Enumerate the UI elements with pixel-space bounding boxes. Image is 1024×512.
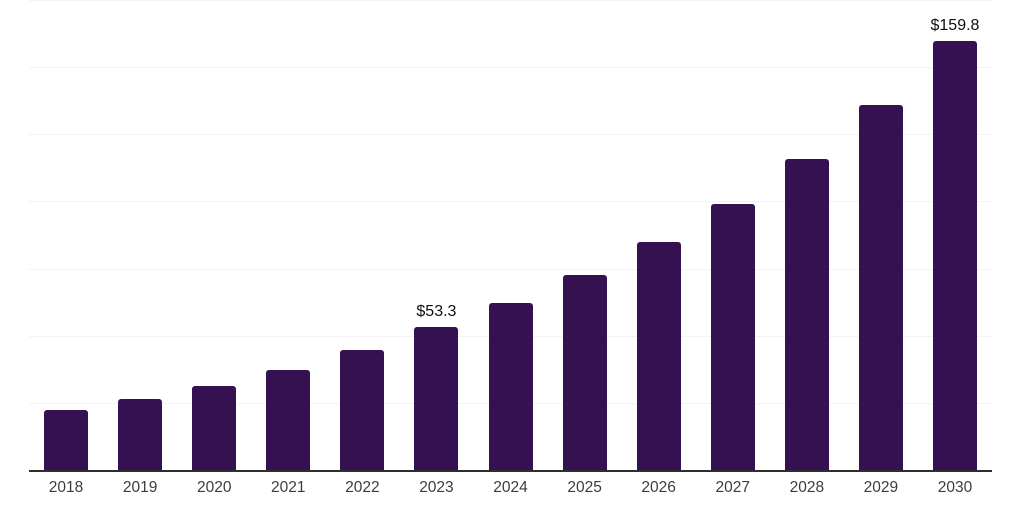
bar-2027 bbox=[710, 204, 755, 470]
bar-2023 bbox=[414, 327, 459, 470]
x-tick-label-2027: 2027 bbox=[715, 479, 750, 496]
x-tick-label-2022: 2022 bbox=[345, 479, 380, 496]
x-axis-line bbox=[29, 470, 992, 472]
bar-2019 bbox=[118, 399, 163, 470]
x-axis-tick-labels: 2018 2019 2020 2021 2022 2023 2024 2025 2026 2027… bbox=[29, 479, 992, 497]
x-tick-label-2019: 2019 bbox=[122, 479, 158, 496]
bar-slot-2020 bbox=[177, 0, 251, 470]
x-tick-label-2020: 2020 bbox=[196, 479, 232, 496]
bar-value-label-2023: $53.3 bbox=[416, 303, 457, 320]
bar-2024 bbox=[488, 303, 533, 470]
bar-2025 bbox=[562, 275, 607, 470]
x-tick-label-2030: 2030 bbox=[937, 479, 973, 496]
bar-slot-2018 bbox=[29, 0, 103, 470]
bar-slot-2026 bbox=[622, 0, 696, 470]
x-tick-label-2028: 2028 bbox=[789, 479, 825, 496]
bar-slot-2029 bbox=[844, 0, 918, 470]
bar-2018 bbox=[44, 410, 89, 470]
bar-slot-2022 bbox=[325, 0, 399, 470]
bar-2022 bbox=[340, 350, 385, 470]
bar-slot-2023: $53.3 bbox=[399, 0, 473, 470]
bars-row: $53.3 $159.8 bbox=[29, 0, 992, 470]
bar-slot-2027 bbox=[696, 0, 770, 470]
x-tick-label-2021: 2021 bbox=[271, 479, 306, 496]
plot-area: $53.3 $159.8 bbox=[29, 0, 992, 470]
bar-slot-2024 bbox=[473, 0, 547, 470]
gridline-75 bbox=[29, 269, 992, 270]
gridline-175 bbox=[29, 0, 992, 1]
bar-slot-2030: $159.8 bbox=[918, 0, 992, 470]
bar-slot-2025 bbox=[548, 0, 622, 470]
x-tick-label-2024: 2024 bbox=[493, 479, 528, 496]
x-tick-label-2025: 2025 bbox=[567, 479, 602, 496]
bar-value-label-2030: $159.8 bbox=[930, 17, 980, 34]
gridline-125 bbox=[29, 134, 992, 135]
bar-slot-2019 bbox=[103, 0, 177, 470]
x-tick-label-2026: 2026 bbox=[641, 479, 676, 496]
bar-2028 bbox=[784, 159, 829, 470]
bar-2020 bbox=[192, 386, 237, 470]
bar-2021 bbox=[266, 370, 311, 470]
bar-slot-2028 bbox=[770, 0, 844, 470]
x-tick-label-2029: 2029 bbox=[863, 479, 899, 496]
gridline-150 bbox=[29, 67, 992, 68]
bar-slot-2021 bbox=[251, 0, 325, 470]
bar-2030 bbox=[932, 41, 977, 470]
bar-2026 bbox=[636, 242, 681, 470]
x-tick-label-2018: 2018 bbox=[48, 479, 84, 496]
gridline-100 bbox=[29, 201, 992, 202]
bar-2029 bbox=[858, 105, 903, 470]
x-tick-label-2023: 2023 bbox=[419, 479, 454, 496]
